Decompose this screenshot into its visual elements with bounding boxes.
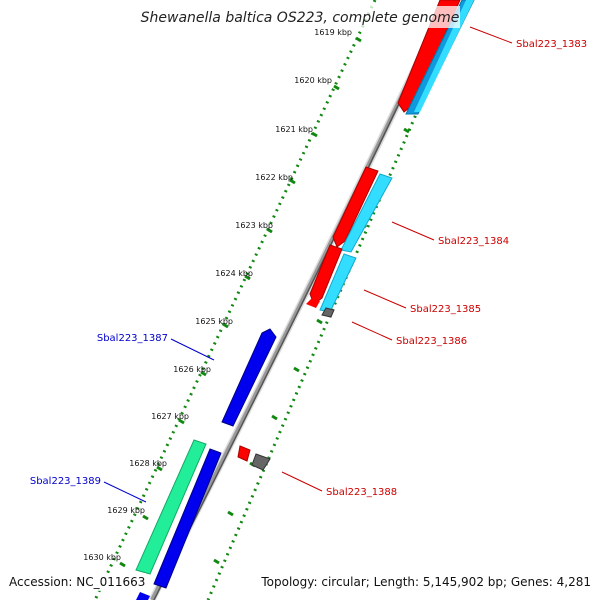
genome-summary-text: Topology: circular; Length: 5,145,902 bp… <box>260 575 591 589</box>
gene-label-sbal223-1387[interactable]: Sbal223_1387 <box>97 333 168 344</box>
tick-label: 1629 kbp <box>107 506 145 515</box>
gene-sbal223-1387[interactable] <box>221 328 277 427</box>
tick-label: 1621 kbp <box>275 125 313 134</box>
tick-label: 1623 kbp <box>235 221 273 230</box>
gene-label-sbal223-1388[interactable]: Sbal223_1388 <box>326 487 397 498</box>
tick-labels: 1619 kbp 1620 kbp 1621 kbp 1622 kbp 1623… <box>83 28 352 562</box>
gene-sbal223-1384[interactable] <box>332 166 393 253</box>
gene-sbal223-1388[interactable] <box>237 445 271 471</box>
footer-backdrop-right <box>258 573 596 591</box>
tick-label: 1630 kbp <box>83 553 121 562</box>
gene-label-sbal223-1389[interactable]: Sbal223_1389 <box>30 476 101 487</box>
tick-label: 1628 kbp <box>129 459 167 468</box>
gene-label-sbal223-1384[interactable]: Sbal223_1384 <box>438 236 509 247</box>
gene-label-sbal223-1386[interactable]: Sbal223_1386 <box>396 336 467 347</box>
gene-label-sbal223-1385[interactable]: Sbal223_1385 <box>410 304 481 315</box>
gene-sbal223-1386[interactable] <box>321 307 335 318</box>
gene-sbal223-1389[interactable] <box>135 439 222 600</box>
tick-label: 1622 kbp <box>255 173 293 182</box>
gene-label-sbal223-1383[interactable]: Sbal223_1383 <box>516 39 587 50</box>
accession-text: Accession: NC_011663 <box>9 575 145 589</box>
page-title: Shewanella baltica OS223, complete genom… <box>141 10 460 26</box>
tick-label: 1620 kbp <box>294 76 332 85</box>
tick-label: 1626 kbp <box>173 365 211 374</box>
tick-label: 1624 kbp <box>215 269 253 278</box>
label-leaders <box>103 26 513 503</box>
footer-backdrop-left <box>4 573 146 591</box>
tick-label: 1627 kbp <box>151 412 189 421</box>
tick-marks-left <box>119 36 362 568</box>
title-backdrop <box>140 6 460 28</box>
tick-label: 1619 kbp <box>314 28 352 37</box>
tick-label: 1625 kbp <box>195 317 233 326</box>
